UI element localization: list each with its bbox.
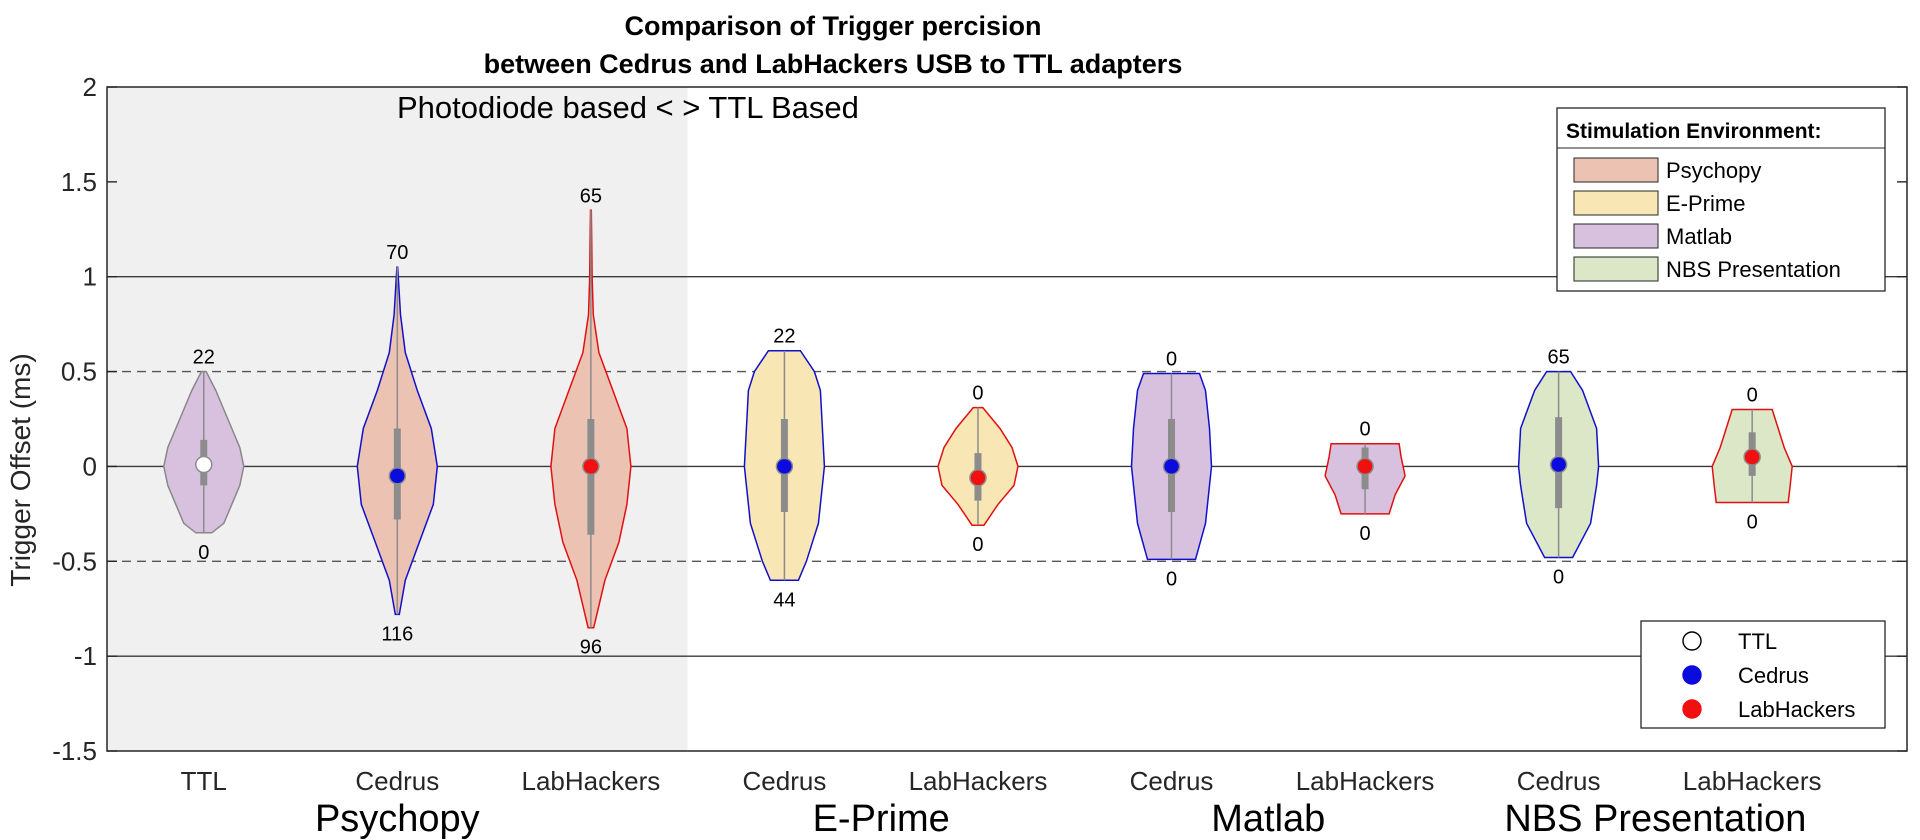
chart-title: Comparison of Trigger percision between … <box>484 11 1183 79</box>
y-axis-label: Trigger Offset (ms) <box>5 353 36 586</box>
y-tick-label: 2 <box>83 72 97 102</box>
legend-entry-label: Cedrus <box>1738 663 1809 688</box>
chart-title-line-2: between Cedrus and LabHackers USB to TTL… <box>484 49 1183 79</box>
region-annotation: Photodiode based < > TTL Based <box>397 90 859 125</box>
axes-box <box>106 86 1908 752</box>
y-tick-label: 1.5 <box>61 167 97 197</box>
violin-median-marker <box>582 457 600 476</box>
violin-median-marker <box>969 469 987 487</box>
y-tick-label: 0 <box>83 451 97 481</box>
x-tick-label: TTL <box>181 766 227 796</box>
violin-median-marker <box>775 457 794 476</box>
violin-median-marker <box>1356 457 1374 476</box>
count-label-bottom: 0 <box>1553 566 1564 588</box>
violin-nbs-presentation-labhackers: 0 0 LabHackers <box>1683 385 1822 796</box>
legend-adapter: TTL Cedrus LabHackers <box>1640 620 1886 729</box>
count-label-bottom: 0 <box>972 534 983 556</box>
count-label-bottom: 44 <box>773 589 795 611</box>
count-label-top: 0 <box>1166 348 1177 370</box>
chart-title-line-1: Comparison of Trigger percision <box>624 11 1041 41</box>
group-label: Psychopy <box>315 798 480 840</box>
violin-matlab-labhackers: 0 0 LabHackers <box>1296 419 1435 796</box>
count-label-top: 65 <box>580 185 602 207</box>
x-tick-label: LabHackers <box>1683 766 1822 796</box>
legend-environment: Stimulation Environment: Psychopy E-Prime M… <box>1556 107 1886 292</box>
legend-swatch <box>1573 190 1659 216</box>
legend-entry-label: E-Prime <box>1666 191 1745 216</box>
legend-adapter-box <box>1640 620 1886 729</box>
legend-entry-label: Matlab <box>1666 224 1732 249</box>
violin-e-prime-cedrus: 22 44 Cedrus <box>743 326 827 796</box>
violin-e-prime-labhackers: 0 0 LabHackers <box>909 383 1048 796</box>
legend-entry-label: Psychopy <box>1666 158 1761 183</box>
count-label-top: 70 <box>386 242 408 264</box>
violin-median-marker <box>388 467 407 485</box>
legend-entry-label: LabHackers <box>1738 697 1855 722</box>
count-label-top: 0 <box>1360 419 1371 441</box>
count-label-bottom: 0 <box>198 542 209 564</box>
legend-marker <box>1682 631 1702 651</box>
violin-median-marker <box>1743 448 1761 466</box>
violin-nbs-presentation-cedrus: 65 0 Cedrus <box>1517 347 1601 796</box>
violin-median-marker <box>1162 457 1181 476</box>
x-tick-label: Cedrus <box>1130 766 1214 796</box>
count-label-top: 22 <box>773 326 795 348</box>
violin-matlab-ttl: 22 0 TTL <box>163 347 245 796</box>
legend-environment-title: Stimulation Environment: <box>1566 120 1822 143</box>
violin-median-marker <box>1549 455 1568 474</box>
group-label: Matlab <box>1211 798 1325 840</box>
violin-psychopy-labhackers: 65 96 LabHackers <box>522 185 661 796</box>
count-label-top: 65 <box>1547 347 1569 369</box>
count-label-top: 0 <box>972 383 983 405</box>
y-tick-label: 0.5 <box>61 357 97 387</box>
x-tick-label: Cedrus <box>1517 766 1601 796</box>
legend-entry-label: TTL <box>1738 629 1777 654</box>
x-tick-label: Cedrus <box>743 766 827 796</box>
legend-entry-label: NBS Presentation <box>1666 257 1841 282</box>
group-label: E-Prime <box>813 798 950 840</box>
count-label-bottom: 116 <box>381 623 413 645</box>
legend-swatch <box>1573 157 1659 183</box>
count-label-bottom: 96 <box>580 637 602 659</box>
count-label-top: 22 <box>193 347 215 369</box>
legend-swatch <box>1573 256 1659 282</box>
x-tick-label: Cedrus <box>355 766 439 796</box>
x-tick-label: LabHackers <box>522 766 661 796</box>
legend-marker <box>1682 665 1702 685</box>
group-label: NBS Presentation <box>1504 798 1806 840</box>
count-label-bottom: 0 <box>1747 511 1758 533</box>
violin-psychopy-cedrus: 70 116 Cedrus <box>355 242 439 796</box>
x-tick-label: LabHackers <box>909 766 1048 796</box>
violin-median-marker <box>195 455 213 474</box>
violin-matlab-cedrus: 0 0 Cedrus <box>1130 348 1214 796</box>
plot-area: -1.5 -1 -0.5 0 0.5 1 1.5 2 Photodiode based < > … <box>52 72 1908 840</box>
count-label-bottom: 0 <box>1360 523 1371 545</box>
y-tick-label: 1 <box>83 262 97 292</box>
count-label-bottom: 0 <box>1166 568 1177 590</box>
y-tick-label: -1.5 <box>52 736 97 766</box>
count-label-top: 0 <box>1747 385 1758 407</box>
legend-marker <box>1682 699 1702 719</box>
y-tick-label: -1 <box>74 641 97 671</box>
x-tick-label: LabHackers <box>1296 766 1435 796</box>
legend-swatch <box>1573 223 1659 249</box>
y-tick-label: -0.5 <box>52 546 97 576</box>
